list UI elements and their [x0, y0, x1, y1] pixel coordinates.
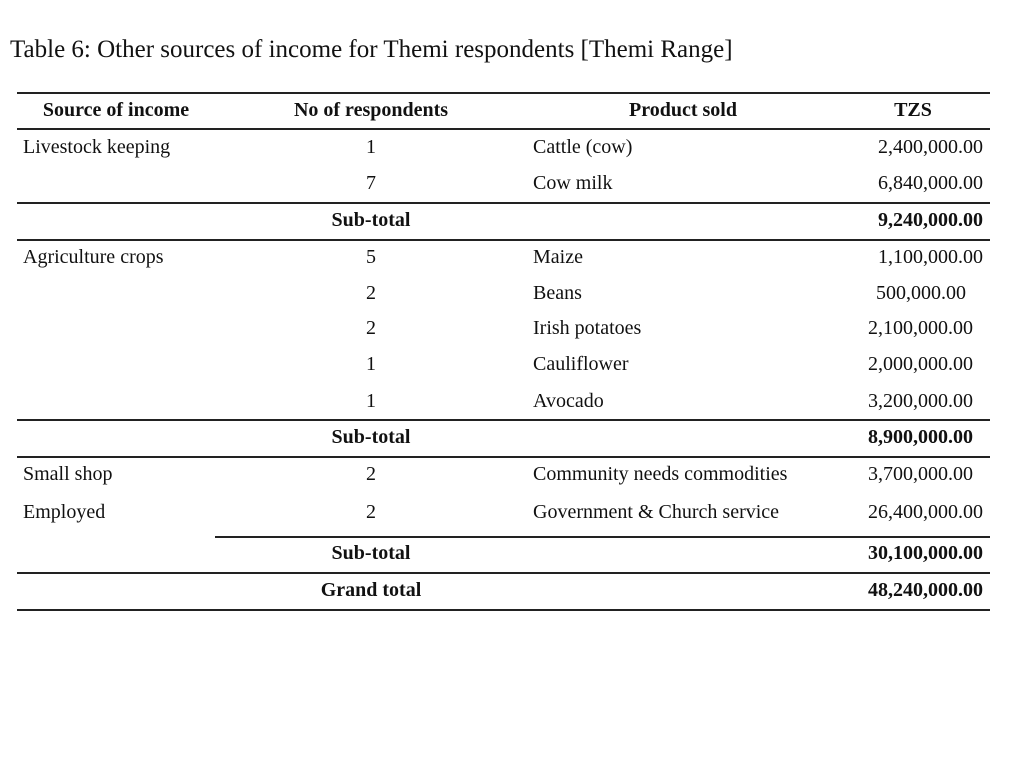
- table-rule: [17, 572, 990, 574]
- grand-total-row: Grand total 48,240,000.00: [0, 575, 1024, 605]
- subtotal-label: Sub-total: [331, 542, 411, 564]
- cell-product: Community needs commodities: [533, 463, 788, 485]
- cell-tzs: 2,000,000.00: [868, 353, 973, 375]
- cell-tzs: 500,000.00: [876, 282, 966, 304]
- subtotal-value: 8,900,000.00: [868, 426, 973, 448]
- subtotal-row: Sub-total 8,900,000.00: [0, 422, 1024, 452]
- cell-product: Cattle (cow): [533, 136, 633, 158]
- cell-count: 2: [366, 317, 376, 339]
- subtotal-label: Sub-total: [331, 209, 411, 231]
- table-rule: [17, 92, 990, 94]
- cell-count: 2: [366, 282, 376, 304]
- cell-tzs: 2,400,000.00: [878, 136, 983, 158]
- table-row: 1 Avocado 3,200,000.00: [0, 386, 1024, 416]
- table-header: Source of income No of respondents Produ…: [0, 95, 1024, 125]
- cell-count: 7: [366, 172, 376, 194]
- table-rule: [17, 609, 990, 611]
- table-row: 2 Irish potatoes 2,100,000.00: [0, 313, 1024, 343]
- subtotal-value: 30,100,000.00: [868, 542, 983, 564]
- cell-tzs: 1,100,000.00: [878, 246, 983, 268]
- cell-tzs: 26,400,000.00: [868, 501, 983, 523]
- table-rule: [17, 239, 990, 241]
- subtotal-label: Sub-total: [331, 426, 411, 448]
- cell-product: Beans: [533, 282, 582, 304]
- cell-source: Livestock keeping: [23, 136, 171, 158]
- grand-total-label: Grand total: [320, 579, 422, 601]
- cell-product: Avocado: [533, 390, 604, 412]
- cell-count: 2: [366, 501, 376, 523]
- table-row: Livestock keeping 1 Cattle (cow) 2,400,0…: [0, 132, 1024, 162]
- grand-total-value: 48,240,000.00: [868, 579, 983, 601]
- cell-source: Employed: [23, 501, 106, 523]
- cell-source: Small shop: [23, 463, 113, 485]
- table-rule: [17, 456, 990, 458]
- table-caption: Table 6: Other sources of income for The…: [10, 36, 733, 63]
- cell-product: Cauliflower: [533, 353, 629, 375]
- cell-tzs: 3,700,000.00: [868, 463, 973, 485]
- table-rule: [17, 202, 990, 204]
- table-rule: [17, 419, 990, 421]
- cell-tzs: 3,200,000.00: [868, 390, 973, 412]
- cell-tzs: 2,100,000.00: [868, 317, 973, 339]
- cell-product: Irish potatoes: [533, 317, 642, 339]
- header-count: No of respondents: [293, 99, 449, 121]
- cell-tzs: 6,840,000.00: [878, 172, 983, 194]
- header-source: Source of income: [42, 99, 190, 121]
- table-row: 2 Beans 500,000.00: [0, 278, 1024, 308]
- cell-product: Government & Church service: [533, 501, 780, 523]
- cell-count: 1: [366, 390, 376, 412]
- table-row: Agriculture crops 5 Maize 1,100,000.00: [0, 242, 1024, 272]
- table-row: Small shop 2 Community needs commodities…: [0, 459, 1024, 489]
- subtotal-row: Sub-total 9,240,000.00: [0, 205, 1024, 235]
- table-rule: [215, 536, 990, 538]
- table-row: 7 Cow milk 6,840,000.00: [0, 168, 1024, 198]
- cell-product: Maize: [533, 246, 583, 268]
- subtotal-row: Sub-total 30,100,000.00: [0, 538, 1024, 568]
- cell-product: Cow milk: [533, 172, 613, 194]
- cell-count: 5: [366, 246, 376, 268]
- table-row: Employed 2 Government & Church service 2…: [0, 497, 1024, 527]
- table-rule: [17, 128, 990, 130]
- cell-count: 2: [366, 463, 376, 485]
- table-row: 1 Cauliflower 2,000,000.00: [0, 349, 1024, 379]
- header-product: Product sold: [629, 99, 737, 121]
- subtotal-value: 9,240,000.00: [878, 209, 983, 231]
- header-tzs: TZS: [894, 99, 932, 121]
- cell-count: 1: [366, 353, 376, 375]
- cell-source: Agriculture crops: [23, 246, 164, 268]
- cell-count: 1: [366, 136, 376, 158]
